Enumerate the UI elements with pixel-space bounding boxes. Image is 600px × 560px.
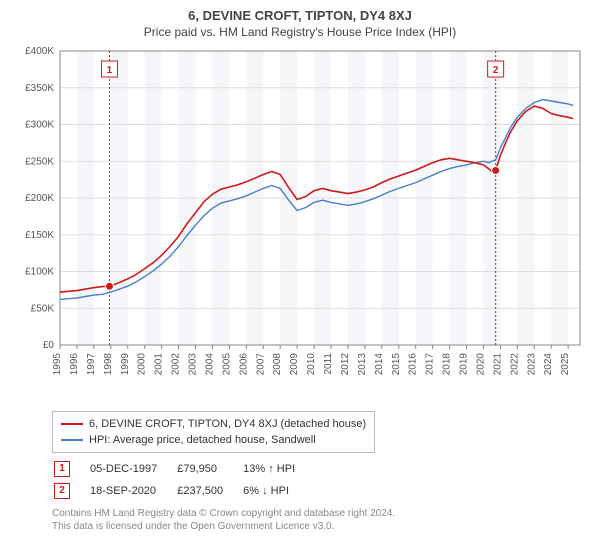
svg-text:£200K: £200K (25, 193, 54, 204)
legend-label-price-paid: 6, DEVINE CROFT, TIPTON, DY4 8XJ (detach… (89, 416, 366, 432)
footnote-line1: Contains HM Land Registry data © Crown c… (52, 508, 395, 519)
svg-text:2025: 2025 (560, 353, 571, 376)
marker-price: £237,500 (177, 481, 241, 501)
svg-text:£0: £0 (43, 340, 55, 351)
svg-text:2019: 2019 (459, 353, 470, 376)
svg-text:2005: 2005 (221, 353, 232, 376)
svg-text:2012: 2012 (340, 353, 351, 376)
svg-text:2017: 2017 (425, 353, 436, 376)
svg-text:2007: 2007 (255, 353, 266, 376)
marker-row: 2 18-SEP-2020£237,5006% ↓ HPI (54, 481, 313, 501)
line-chart-svg: £0 £50K £100K £150K £200K £250K £300K £350K £400… (12, 45, 588, 405)
svg-text:1997: 1997 (86, 353, 97, 376)
svg-text:2006: 2006 (238, 353, 249, 376)
svg-text:2015: 2015 (391, 353, 402, 376)
marker-delta: 6% ↓ HPI (243, 481, 313, 501)
chart-container: 6, DEVINE CROFT, TIPTON, DY4 8XJ Price p… (0, 0, 600, 537)
legend-swatch-hpi (61, 439, 83, 441)
marker-price: £79,950 (177, 459, 241, 479)
chart-title: 6, DEVINE CROFT, TIPTON, DY4 8XJ (12, 8, 588, 23)
marker-row: 1 05-DEC-1997£79,95013% ↑ HPI (54, 459, 313, 479)
marker-badge: 2 (54, 483, 70, 499)
svg-text:2001: 2001 (154, 353, 165, 376)
svg-text:2000: 2000 (137, 353, 148, 376)
footnote-line2: This data is licensed under the Open Gov… (52, 521, 334, 532)
footnote: Contains HM Land Registry data © Crown c… (52, 507, 588, 533)
svg-text:£300K: £300K (25, 120, 54, 131)
legend-item-price-paid: 6, DEVINE CROFT, TIPTON, DY4 8XJ (detach… (61, 416, 366, 432)
svg-text:£350K: £350K (25, 83, 54, 94)
svg-text:2002: 2002 (171, 353, 182, 376)
svg-text:2023: 2023 (526, 353, 537, 376)
svg-text:2004: 2004 (204, 353, 215, 376)
svg-text:2013: 2013 (357, 353, 368, 376)
svg-text:£100K: £100K (25, 267, 54, 278)
svg-text:2003: 2003 (188, 353, 199, 376)
svg-text:£50K: £50K (31, 303, 55, 314)
svg-text:2009: 2009 (289, 353, 300, 376)
legend-swatch-price-paid (61, 423, 83, 425)
chart-plot-area: £0 £50K £100K £150K £200K £250K £300K £350K £400… (12, 45, 588, 405)
svg-text:£150K: £150K (25, 230, 54, 241)
svg-text:£400K: £400K (25, 46, 54, 57)
marker-delta: 13% ↑ HPI (243, 459, 313, 479)
chart-subtitle: Price paid vs. HM Land Registry's House … (12, 25, 588, 39)
marker-date: 05-DEC-1997 (90, 459, 175, 479)
svg-text:2014: 2014 (374, 353, 385, 376)
svg-text:2010: 2010 (306, 353, 317, 376)
svg-text:2024: 2024 (543, 353, 554, 376)
svg-text:2018: 2018 (442, 353, 453, 376)
legend-item-hpi: HPI: Average price, detached house, Sand… (61, 432, 366, 448)
svg-text:£250K: £250K (25, 156, 54, 167)
svg-text:2021: 2021 (492, 353, 503, 376)
svg-text:2011: 2011 (323, 353, 334, 375)
svg-text:1996: 1996 (69, 353, 80, 376)
markers-table: 1 05-DEC-1997£79,95013% ↑ HPI 2 18-SEP-2020… (52, 457, 315, 503)
svg-text:1999: 1999 (120, 353, 131, 376)
legend-label-hpi: HPI: Average price, detached house, Sand… (89, 432, 316, 448)
marker-badge: 1 (54, 461, 70, 477)
svg-text:1998: 1998 (103, 353, 114, 376)
marker-date: 18-SEP-2020 (90, 481, 175, 501)
svg-text:2016: 2016 (408, 353, 419, 376)
svg-text:2008: 2008 (272, 353, 283, 376)
chart-legend: 6, DEVINE CROFT, TIPTON, DY4 8XJ (detach… (52, 411, 375, 453)
svg-text:1: 1 (107, 65, 113, 76)
svg-text:2022: 2022 (509, 353, 520, 376)
svg-text:1995: 1995 (52, 353, 63, 376)
svg-text:2020: 2020 (475, 353, 486, 376)
svg-text:2: 2 (493, 65, 499, 76)
